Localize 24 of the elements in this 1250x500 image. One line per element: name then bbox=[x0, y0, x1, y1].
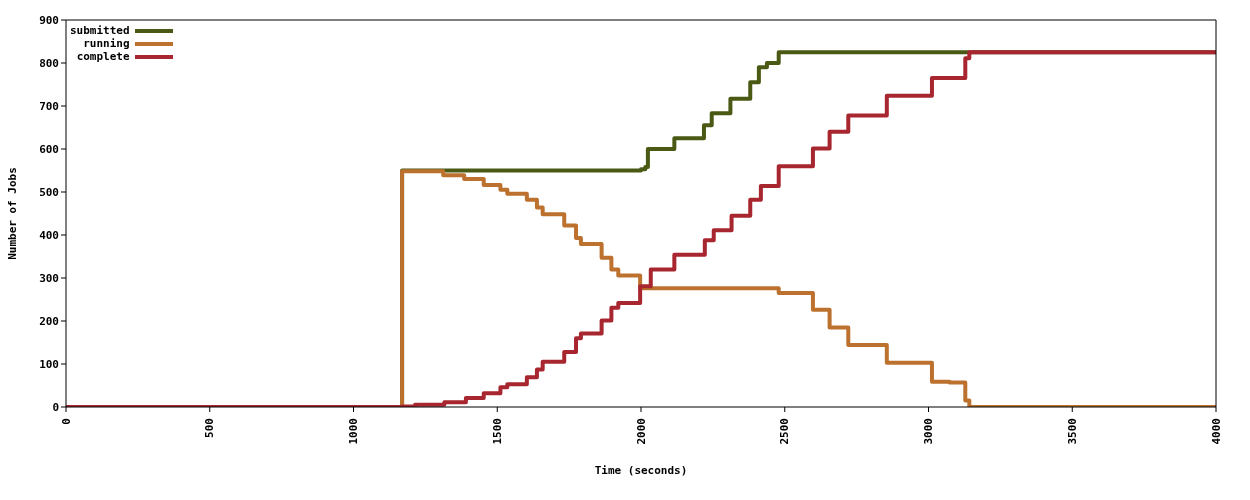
x-tick-label: 3500 bbox=[1065, 418, 1079, 445]
y-tick-label: 300 bbox=[39, 271, 59, 285]
x-tick-label: 1500 bbox=[490, 418, 504, 445]
legend-label: complete bbox=[76, 50, 130, 63]
x-tick-label: 2000 bbox=[634, 418, 648, 445]
x-tick-label: 2500 bbox=[778, 418, 792, 445]
y-tick-label: 400 bbox=[39, 228, 59, 242]
y-tick-label: 700 bbox=[39, 99, 59, 113]
y-tick-label: 600 bbox=[39, 142, 59, 156]
x-tick-label: 0 bbox=[59, 418, 73, 425]
y-tick-label: 200 bbox=[39, 314, 59, 328]
x-tick-label: 500 bbox=[203, 418, 217, 438]
x-axis-title: Time (seconds) bbox=[594, 464, 688, 477]
legend-label: submitted bbox=[70, 24, 130, 37]
x-tick-label: 1000 bbox=[347, 418, 360, 445]
y-tick-label: 500 bbox=[39, 185, 59, 199]
y-tick-label: 0 bbox=[52, 400, 59, 414]
legend-label: running bbox=[83, 37, 130, 50]
y-axis-title: Number of Jobs bbox=[5, 167, 19, 260]
x-tick-label: 4000 bbox=[1209, 418, 1223, 445]
y-tick-label: 900 bbox=[39, 13, 59, 27]
y-tick-label: 100 bbox=[39, 357, 59, 371]
y-tick-label: 800 bbox=[39, 56, 59, 70]
x-tick-label: 3000 bbox=[922, 418, 935, 445]
